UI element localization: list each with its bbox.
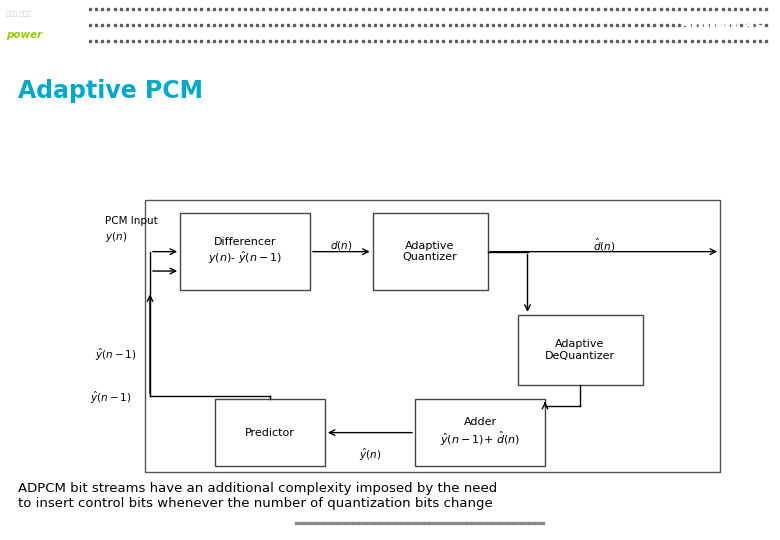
Bar	[180, 213, 310, 291]
Bar	[215, 399, 325, 466]
Text: Adaptive
DeQuantizer: Adaptive DeQuantizer	[545, 339, 615, 361]
Text: Differencer
$y(n)$- $\hat{y}(n-1)$: Differencer $y(n)$- $\hat{y}(n-1)$	[207, 237, 282, 266]
Text: $\hat{d}(n)$: $\hat{d}(n)$	[593, 237, 615, 254]
Text: $y(n)$: $y(n)$	[105, 230, 127, 244]
Bar	[373, 213, 488, 291]
Text: power: power	[6, 30, 42, 40]
Text: 세계로 미래로: 세계로 미래로	[6, 11, 31, 17]
Bar	[415, 399, 545, 466]
Text: PCM Input: PCM Input	[105, 215, 158, 226]
Text: Adaptive PCM: Adaptive PCM	[18, 79, 203, 103]
Text: Adder
$\hat{y}(n-1)$+ $\hat{d}(n)$: Adder $\hat{y}(n-1)$+ $\hat{d}(n)$	[440, 417, 520, 448]
Text: ADPCM bit streams have an additional complexity imposed by the need: ADPCM bit streams have an additional com…	[18, 482, 498, 495]
Text: $\hat{y}(n)$: $\hat{y}(n)$	[359, 447, 381, 463]
Text: $\hat{y}(n-1)$: $\hat{y}(n-1)$	[95, 347, 136, 363]
Text: PNU: PNU	[41, 17, 80, 35]
Text: $d(n)$: $d(n)$	[330, 239, 353, 252]
Bar	[517, 315, 643, 385]
Text: Adaptive
Quantizer: Adaptive Quantizer	[402, 241, 457, 262]
Text: $\hat{y}(n-1)$: $\hat{y}(n-1)$	[90, 389, 132, 406]
Text: Predictor: Predictor	[245, 428, 295, 437]
Text: to insert control bits whenever the number of quantization bits change: to insert control bits whenever the numb…	[18, 497, 493, 510]
Text: Sound as Waveform: Sound as Waveform	[679, 17, 780, 35]
Bar	[145, 200, 720, 472]
Text: 15: 15	[738, 514, 760, 531]
Text: Advanced Broadcasting & Communications Lab.: Advanced Broadcasting & Communications L…	[16, 518, 246, 527]
